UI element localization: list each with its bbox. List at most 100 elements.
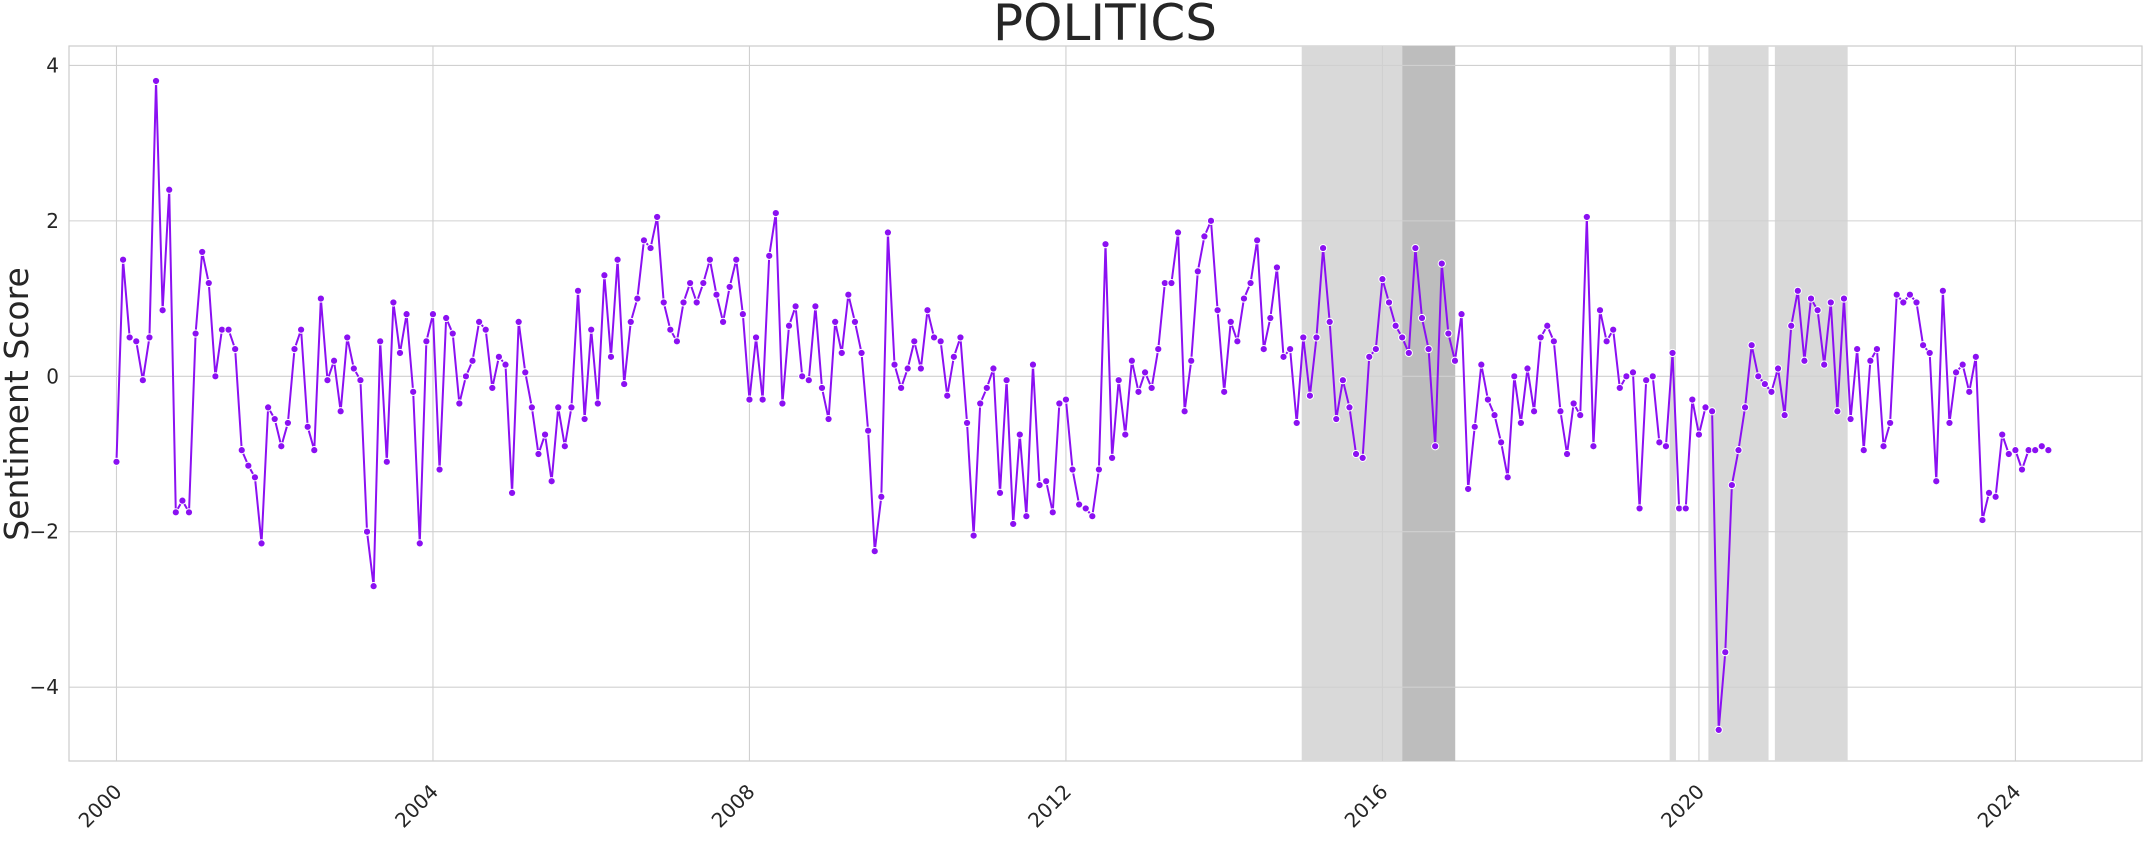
data-point (929, 333, 939, 342)
data-point (158, 306, 167, 315)
data-point (1075, 500, 1084, 509)
data-point (389, 298, 398, 307)
data-point (1945, 418, 1954, 428)
data-point (1351, 449, 1361, 459)
data-point (1998, 430, 2007, 439)
data-point (969, 531, 978, 540)
data-point (1173, 228, 1183, 237)
data-point (580, 414, 589, 424)
data-point (870, 547, 879, 556)
data-point (494, 352, 503, 361)
data-point (943, 391, 952, 400)
data-point (1417, 313, 1427, 323)
data-point (587, 325, 596, 334)
data-point (343, 333, 352, 342)
data-point (672, 337, 682, 346)
data-point (1569, 399, 1578, 408)
data-point (349, 364, 358, 373)
data-point (824, 414, 833, 424)
data-point (1483, 395, 1493, 404)
data-point (1754, 372, 1763, 381)
data-point (784, 321, 794, 330)
data-point (1061, 395, 1071, 404)
data-point (1628, 368, 1638, 377)
data-point (382, 457, 391, 466)
data-point (1187, 356, 1196, 365)
data-point (1833, 407, 1842, 416)
data-point (1793, 286, 1802, 295)
data-point (1094, 465, 1104, 474)
data-point (883, 228, 893, 237)
data-point (191, 329, 200, 338)
data-point (231, 345, 240, 354)
data-point (151, 76, 161, 86)
data-point (1444, 329, 1453, 338)
data-point (1398, 333, 1407, 342)
data-point (1213, 306, 1222, 315)
data-point (1642, 376, 1651, 385)
shaded-region-1 (1402, 46, 1456, 761)
data-point (1615, 383, 1624, 393)
data-point (903, 364, 912, 373)
data-point (573, 286, 583, 295)
data-point (1912, 298, 1921, 307)
data-point (600, 271, 609, 280)
data-point (171, 508, 180, 517)
data-point (692, 298, 701, 307)
data-point (765, 251, 774, 260)
shaded-region-0 (1301, 46, 1403, 761)
data-point (877, 492, 886, 501)
data-point (296, 325, 306, 334)
data-point (376, 337, 385, 346)
data-point (844, 290, 853, 299)
data-point (686, 278, 695, 288)
y-tick-label: 2 (46, 209, 59, 233)
data-point (1899, 298, 1908, 307)
data-point (1773, 364, 1783, 373)
data-point (791, 302, 800, 311)
data-point (732, 255, 741, 264)
data-point (2004, 449, 2013, 459)
data-point (316, 294, 325, 303)
data-point (211, 372, 220, 381)
data-point (1371, 345, 1380, 354)
data-point (620, 379, 629, 389)
shaded-regions (1301, 46, 1848, 761)
data-point (699, 278, 708, 288)
data-point (1523, 364, 1532, 373)
data-point (1009, 519, 1018, 529)
data-point (224, 325, 233, 334)
data-point (428, 310, 438, 319)
data-point (923, 306, 932, 315)
data-point (1028, 360, 1038, 369)
data-point (897, 383, 906, 393)
data-point (949, 352, 958, 361)
data-point (448, 329, 457, 338)
data-point (178, 496, 187, 505)
data-point (1127, 356, 1136, 365)
data-point (1338, 376, 1347, 385)
data-point (850, 317, 860, 326)
data-point (1919, 341, 1928, 350)
data-point (1965, 387, 1974, 396)
data-point (1015, 430, 1024, 439)
data-point (1391, 321, 1400, 330)
data-point (270, 414, 279, 424)
data-point (329, 356, 339, 365)
shaded-region-4 (1774, 46, 1848, 761)
data-point (639, 236, 649, 245)
data-point (2031, 446, 2040, 455)
data-point (1437, 259, 1446, 268)
data-point (1661, 442, 1671, 451)
data-point (1246, 278, 1255, 288)
x-axis-ticks: 2000 2004 2008 2012 2016 2020 2024 (74, 779, 2026, 832)
data-point (1312, 333, 1321, 342)
data-point (1543, 321, 1552, 330)
data-point (837, 348, 846, 358)
data-point (613, 255, 622, 264)
data-point (507, 488, 517, 497)
data-point (1457, 310, 1466, 319)
y-axis-ticks: 4 2 0 −2 −4 (30, 53, 59, 699)
data-point (2044, 446, 2053, 455)
data-point (1721, 648, 1730, 657)
